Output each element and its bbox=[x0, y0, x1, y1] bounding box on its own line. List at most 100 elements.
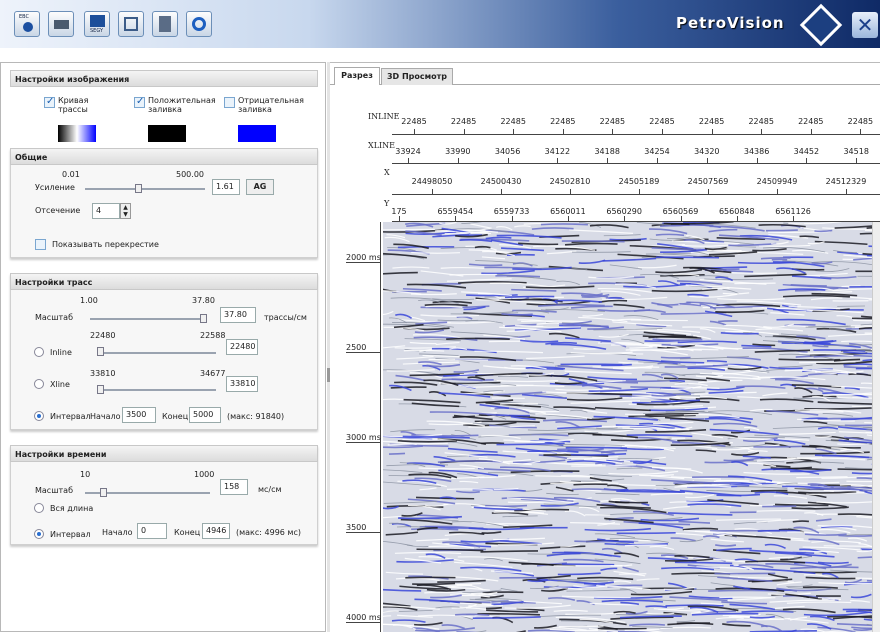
seismic-stroke bbox=[415, 330, 444, 333]
text-input[interactable]: 1.61 bbox=[212, 179, 240, 195]
checkbox[interactable] bbox=[224, 97, 235, 108]
text-input[interactable]: 158 bbox=[220, 479, 248, 495]
settings-button[interactable] bbox=[152, 11, 178, 37]
radio-button[interactable] bbox=[34, 503, 44, 513]
seismic-stroke bbox=[440, 322, 496, 323]
text-input[interactable]: 33810 bbox=[226, 376, 258, 392]
seismic-stroke bbox=[608, 471, 678, 474]
tab[interactable]: Разрез bbox=[334, 67, 380, 85]
slider-thumb[interactable] bbox=[97, 385, 104, 394]
spin-input[interactable]: 4 bbox=[92, 203, 120, 219]
header-tick bbox=[757, 158, 758, 163]
seismic-stroke bbox=[596, 428, 617, 429]
axis-line bbox=[392, 163, 880, 164]
seismic-stroke bbox=[776, 320, 845, 325]
seismic-stroke bbox=[857, 478, 872, 481]
seismic-stroke bbox=[718, 321, 737, 322]
header-value: 6559733 bbox=[482, 207, 542, 216]
radio-label: Вся длина bbox=[50, 504, 93, 513]
slider-thumb[interactable] bbox=[100, 488, 107, 497]
header-value: 24509949 bbox=[747, 177, 807, 186]
seismic-stroke bbox=[501, 588, 518, 591]
seismic-stroke bbox=[595, 494, 639, 495]
seismic-stroke bbox=[394, 325, 424, 328]
seismic-stroke bbox=[833, 289, 872, 291]
seismic-stroke bbox=[753, 446, 809, 447]
unit-label: мс/см bbox=[258, 485, 282, 494]
color-swatch[interactable] bbox=[238, 125, 276, 142]
seismic-stroke bbox=[391, 387, 427, 388]
save-segy-button[interactable]: SEGY bbox=[84, 11, 110, 37]
seismic-stroke bbox=[651, 494, 693, 495]
ag-button[interactable]: AG bbox=[246, 179, 274, 195]
seismic-stroke bbox=[579, 507, 599, 512]
note: (макс: 91840) bbox=[227, 412, 284, 421]
seismic-stroke bbox=[599, 300, 627, 302]
seismic-stroke bbox=[459, 240, 492, 241]
seismic-stroke bbox=[751, 490, 787, 491]
seismic-stroke bbox=[650, 547, 674, 550]
seismic-stroke bbox=[395, 314, 411, 318]
color-swatch[interactable] bbox=[58, 125, 96, 142]
seismic-stroke bbox=[383, 446, 423, 447]
tab[interactable]: 3D Просмотр bbox=[381, 68, 453, 85]
radio-button[interactable] bbox=[34, 347, 44, 357]
slider-thumb[interactable] bbox=[200, 314, 207, 323]
seismic-stroke bbox=[654, 608, 684, 609]
slider-thumb[interactable] bbox=[97, 347, 104, 356]
header-tick bbox=[501, 189, 502, 194]
text-input[interactable]: 5000 bbox=[189, 407, 221, 423]
text-input[interactable]: 37.80 bbox=[220, 307, 256, 323]
slider-thumb[interactable] bbox=[135, 184, 142, 193]
seismic-stroke bbox=[629, 347, 652, 348]
info-button[interactable]: EBC bbox=[14, 11, 40, 37]
seismic-stroke bbox=[838, 469, 872, 470]
close-button[interactable]: ✕ bbox=[852, 12, 878, 38]
header-tick bbox=[708, 189, 709, 194]
checkbox[interactable] bbox=[134, 97, 145, 108]
seismic-stroke bbox=[534, 615, 601, 617]
seismic-stroke bbox=[653, 339, 703, 340]
header-tick bbox=[860, 129, 861, 134]
text-input[interactable]: 3500 bbox=[122, 407, 156, 423]
checkbox[interactable] bbox=[44, 97, 55, 108]
header-tick bbox=[414, 129, 415, 134]
time-label: 4000 ms bbox=[346, 613, 381, 622]
print-button[interactable] bbox=[48, 11, 74, 37]
axis-line bbox=[392, 134, 880, 135]
text-input[interactable]: 0 bbox=[137, 523, 167, 539]
radio-button[interactable] bbox=[34, 529, 44, 539]
seismic-stroke bbox=[601, 451, 627, 453]
radio-button[interactable] bbox=[34, 411, 44, 421]
seismic-stroke bbox=[756, 520, 798, 523]
header-value: 6560290 bbox=[594, 207, 654, 216]
field-label: Конец bbox=[162, 412, 188, 421]
seismic-stroke bbox=[461, 222, 485, 224]
scrollbar[interactable] bbox=[872, 222, 880, 632]
seismic-stroke bbox=[563, 326, 609, 327]
export-button[interactable] bbox=[118, 11, 144, 37]
seismic-stroke bbox=[447, 279, 512, 281]
seismic-stroke bbox=[760, 399, 813, 402]
color-swatch[interactable] bbox=[148, 125, 186, 142]
seismic-stroke bbox=[716, 549, 752, 551]
seismic-stroke bbox=[566, 590, 630, 591]
seismic-stroke bbox=[678, 522, 710, 524]
radio-button[interactable] bbox=[34, 379, 44, 389]
spin-button[interactable]: ▲▼ bbox=[120, 203, 131, 219]
header-tick bbox=[856, 158, 857, 163]
seismic-stroke bbox=[616, 398, 680, 399]
text-input[interactable]: 22480 bbox=[226, 339, 258, 355]
seismic-stroke bbox=[788, 222, 841, 224]
seismic-stroke bbox=[441, 268, 485, 269]
header-tick bbox=[612, 129, 613, 134]
seismic-stroke bbox=[430, 595, 462, 597]
seismic-stroke bbox=[565, 612, 632, 614]
text-input[interactable]: 4946 bbox=[202, 523, 230, 539]
seismic-stroke bbox=[505, 296, 554, 297]
seismic-stroke bbox=[761, 258, 791, 259]
checkbox[interactable] bbox=[35, 239, 46, 250]
seismic-stroke bbox=[855, 271, 872, 272]
refresh-button[interactable] bbox=[186, 11, 212, 37]
seismic-stroke bbox=[571, 401, 640, 403]
